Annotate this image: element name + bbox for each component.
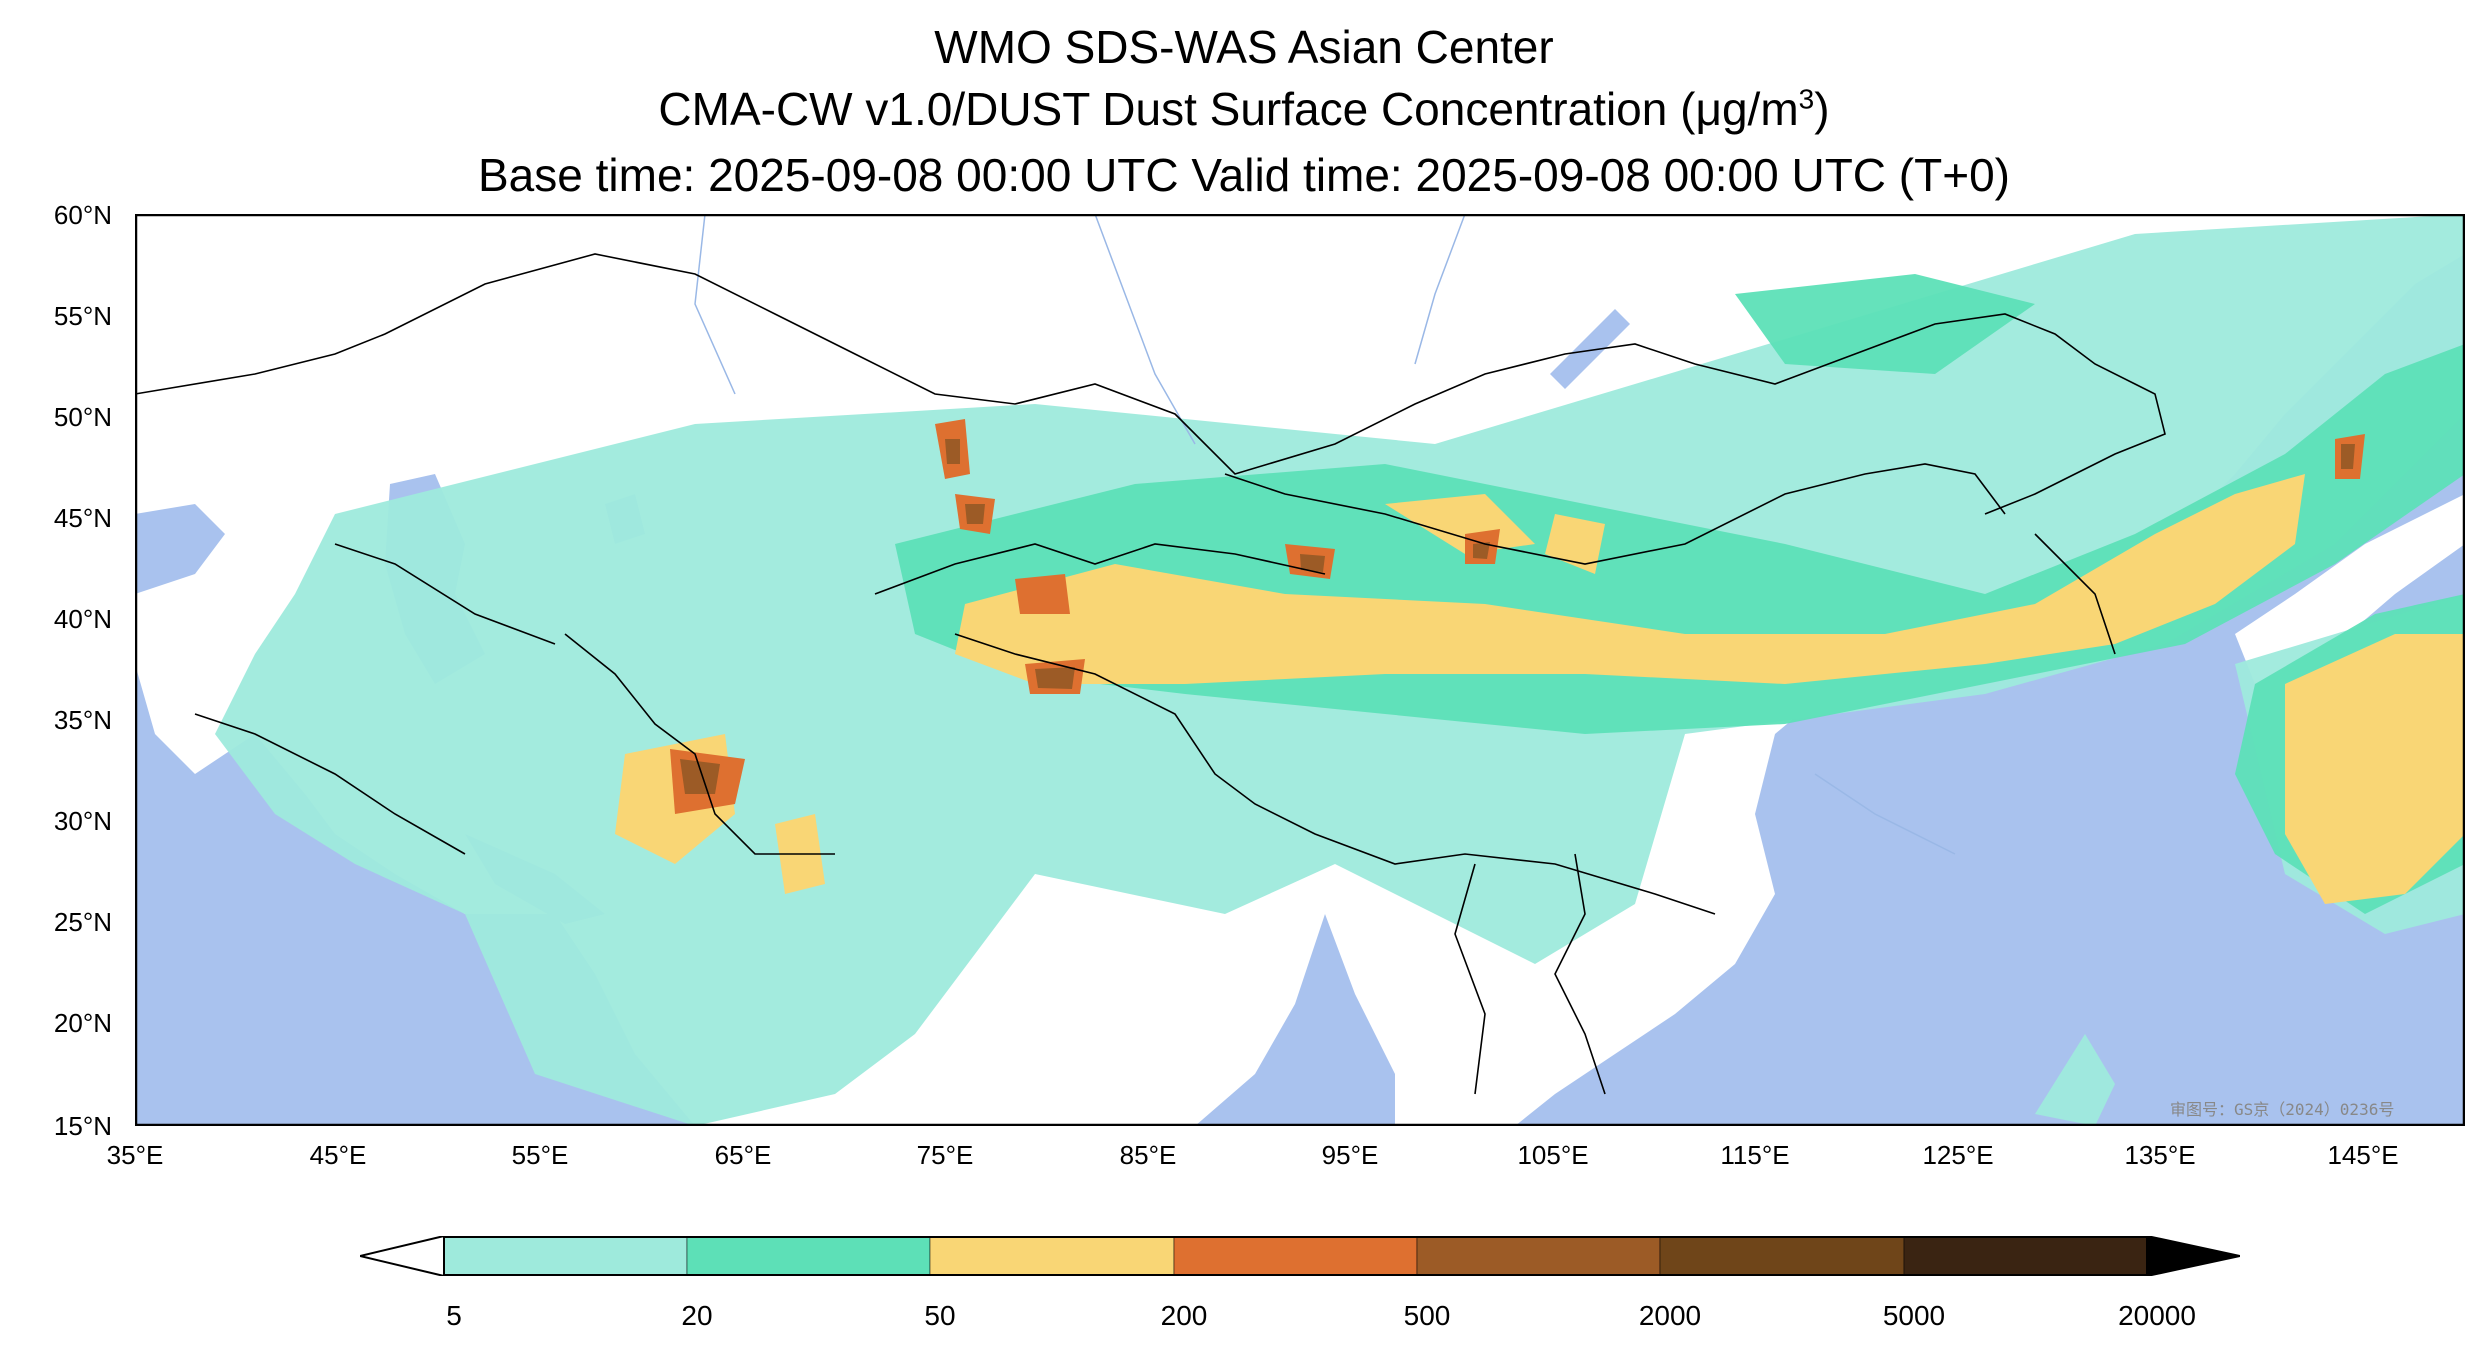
- map-approval-watermark: 审图号：GS京（2024）0236号: [2170, 1100, 2395, 1119]
- subtitle-exponent: 3: [1798, 83, 1815, 115]
- colorbar-tick-2000: 2000: [1638, 1300, 1702, 1331]
- colorbar-bin-50-200: [929, 1236, 1175, 1276]
- lat-label-15n: 15°N: [53, 1111, 112, 1141]
- colorbar-bin-500-2000: [1416, 1236, 1661, 1276]
- lon-label-135e: 135°E: [2124, 1140, 2196, 1170]
- lake-baikal: [1550, 309, 1630, 389]
- lat-label-55n: 55°N: [53, 301, 112, 331]
- lon-label-65e: 65°E: [714, 1140, 772, 1170]
- lat-label-45n: 45°N: [53, 503, 112, 533]
- map-axes-frame: [135, 214, 2465, 1126]
- colorbar-outline: [443, 1236, 2148, 1276]
- lon-label-145e: 145°E: [2327, 1140, 2399, 1170]
- lat-label-40n: 40°N: [53, 604, 112, 634]
- red-sea: [135, 914, 215, 1064]
- colorbar-tick-200: 200: [1160, 1300, 1208, 1331]
- colorbar-bin-20-50: [686, 1236, 931, 1276]
- lon-label-95e: 95°E: [1321, 1140, 1379, 1170]
- colorbar-tick-5000: 5000: [1882, 1300, 1946, 1331]
- colorbar-bin-2000-5000: [1659, 1236, 1905, 1276]
- lat-label-35n: 35°N: [53, 705, 112, 735]
- lon-label-105e: 105°E: [1517, 1140, 1589, 1170]
- lat-label-60n: 60°N: [53, 200, 112, 230]
- colorbar-tick-20: 20: [681, 1300, 713, 1331]
- figure-title: WMO SDS-WAS Asian Center: [934, 21, 1554, 73]
- colorbar-tick-500: 500: [1403, 1300, 1451, 1331]
- black-sea: [135, 504, 225, 594]
- subtitle-suffix: ): [1814, 83, 1830, 135]
- colorbar-tick-50: 50: [924, 1300, 956, 1331]
- colorbar-under-triangle: [360, 1236, 445, 1276]
- rivers: [694, 214, 1956, 855]
- lat-label-50n: 50°N: [53, 402, 112, 432]
- colorbar-tick-5: 5: [446, 1300, 462, 1331]
- lon-label-75e: 75°E: [916, 1140, 974, 1170]
- lon-label-35e: 35°E: [106, 1140, 164, 1170]
- lat-label-25n: 25°N: [53, 907, 112, 937]
- lon-label-125e: 125°E: [1922, 1140, 1994, 1170]
- lon-label-85e: 85°E: [1119, 1140, 1177, 1170]
- figure-subtitle: CMA-CW v1.0/DUST Dust Surface Concentrat…: [0, 82, 2488, 136]
- colorbar-bin-200-500: [1173, 1236, 1418, 1276]
- subtitle-unit: g/m: [1721, 83, 1799, 135]
- subtitle-mu: μ: [1695, 83, 1722, 135]
- land-japan: [2235, 494, 2465, 684]
- figure-time-info: Base time: 2025-09-08 00:00 UTC Valid ti…: [478, 149, 2010, 201]
- colorbar-over-triangle: [2146, 1236, 2240, 1276]
- lat-label-20n: 20°N: [53, 1008, 112, 1038]
- country-borders: [135, 253, 2166, 1095]
- colorbar-bin-5-20: [443, 1236, 688, 1276]
- dust-concentration-map: [135, 214, 2465, 1126]
- colorbar-tick-20000: 20000: [2118, 1300, 2196, 1331]
- colorbar: [360, 1236, 2240, 1276]
- lon-label-45e: 45°E: [309, 1140, 367, 1170]
- lon-label-115e: 115°E: [1720, 1140, 1790, 1170]
- subtitle-prefix: CMA-CW v1.0/DUST Dust Surface Concentrat…: [658, 83, 1696, 135]
- lon-label-55e: 55°E: [511, 1140, 569, 1170]
- colorbar-bin-5000-20000: [1903, 1236, 2148, 1276]
- lat-label-30n: 30°N: [53, 806, 112, 836]
- dust-level-500-2000: [680, 439, 2355, 794]
